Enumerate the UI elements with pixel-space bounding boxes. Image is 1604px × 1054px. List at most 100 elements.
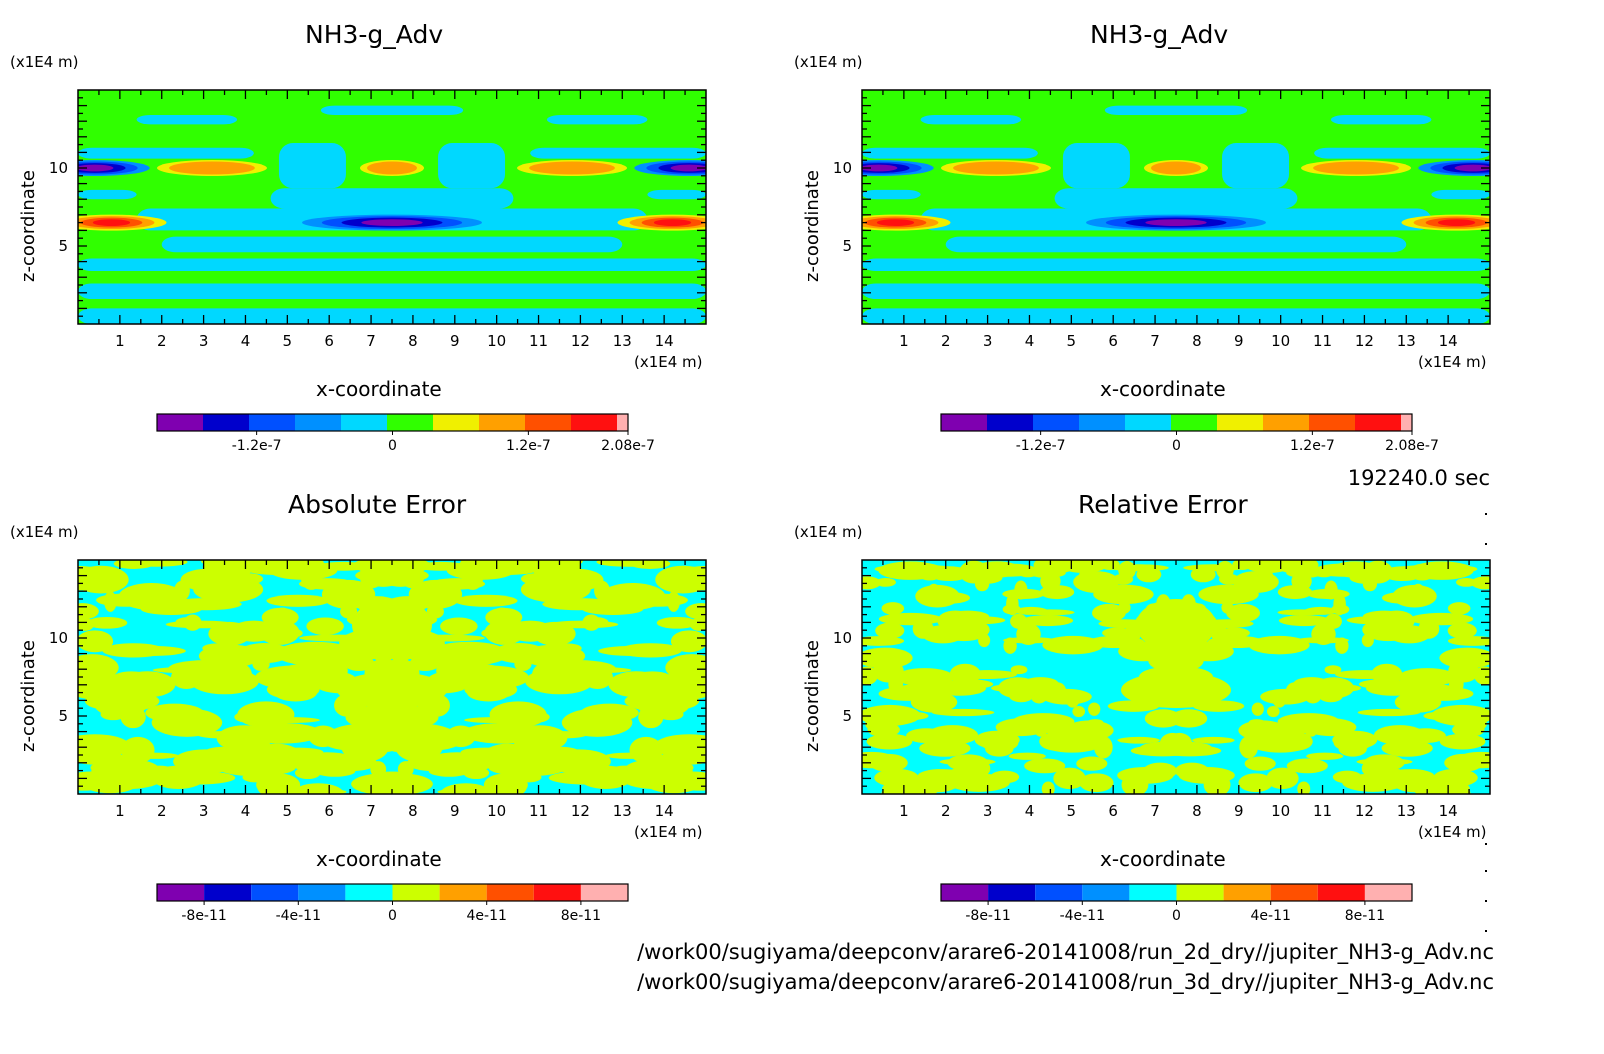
positive-patch [973, 561, 1021, 578]
positive-patch [314, 765, 356, 777]
positive-patch [1286, 758, 1328, 774]
positive-patch [486, 676, 517, 692]
x-axis-label: x-coordinate [316, 377, 442, 401]
x-axis-label: x-coordinate [1100, 377, 1226, 401]
positive-patch [428, 765, 470, 777]
positive-extremum [529, 161, 615, 175]
contour-fill [78, 560, 706, 794]
positive-patch [257, 777, 288, 794]
negative-extremum [78, 164, 114, 172]
positive-patch [525, 668, 594, 695]
positive-patch [1045, 723, 1075, 738]
positive-patch [664, 743, 699, 757]
positive-patch [937, 610, 974, 632]
positive-patch [414, 561, 468, 571]
colorbar-swatch [988, 884, 1036, 901]
positive-patch [1378, 610, 1415, 632]
positive-patch [1026, 609, 1075, 616]
negative-band [1062, 143, 1130, 189]
negative-band [862, 147, 1038, 159]
colorbar-swatch [1317, 884, 1365, 901]
colorbar-swatch [533, 884, 581, 901]
positive-patch [1041, 781, 1055, 794]
positive-patch [1358, 679, 1410, 690]
positive-patch [1073, 576, 1130, 583]
positive-patch [974, 730, 1020, 750]
colorbar-swatch [617, 414, 628, 431]
colorbar-tick-label: -4e-11 [1060, 908, 1105, 924]
positive-patch [519, 737, 533, 745]
x-unit-label: (x1E4 m) [634, 353, 703, 371]
colorbar-tick-label: -8e-11 [965, 908, 1010, 924]
positive-patch [1447, 622, 1477, 639]
negative-band [136, 114, 238, 125]
positive-patch [1447, 636, 1490, 646]
colorbar-swatch [941, 414, 987, 431]
positive-patch [1293, 677, 1330, 690]
contour-fill [862, 560, 1490, 794]
colorbar-swatch [1082, 884, 1130, 901]
colorbar-swatch [1079, 414, 1125, 431]
x-unit-label: (x1E4 m) [1418, 353, 1487, 371]
positive-patch [121, 736, 155, 764]
colorbar-swatch [439, 884, 487, 901]
colorbar-swatch [1364, 884, 1412, 901]
decor-dot [1485, 930, 1487, 932]
positive-patch [627, 593, 688, 607]
negative-band [78, 189, 137, 200]
time-label: 192240.0 sec [1347, 466, 1490, 490]
positive-patch [96, 593, 157, 607]
positive-patch [321, 579, 376, 609]
x-tick-label: 4 [1025, 332, 1035, 350]
positive-patch [867, 722, 900, 738]
positive-patch [440, 783, 492, 794]
positive-patch [1079, 773, 1114, 793]
positive-patch [1022, 677, 1059, 690]
x-tick-label: 1 [115, 802, 125, 820]
positive-patch [496, 777, 527, 794]
colorbar-tick-label: 2.08e-7 [601, 438, 655, 454]
colorbar-swatch [941, 884, 989, 901]
colorbar-swatch [571, 414, 617, 431]
chart-title: NH3-g_Adv [305, 20, 444, 49]
colorbar-swatch [1171, 414, 1217, 431]
x-unit-label: (x1E4 m) [1418, 823, 1487, 841]
positive-patch [875, 622, 905, 639]
positive-patch [974, 576, 990, 592]
colorbar-swatch [1355, 414, 1401, 431]
positive-patch [1452, 722, 1485, 738]
positive-patch [1448, 659, 1479, 683]
positive-patch [86, 616, 128, 629]
file-path-2: /work00/sugiyama/deepconv/arare6-2014100… [637, 970, 1494, 994]
positive-patch [408, 579, 463, 609]
colorbar-swatch [1223, 884, 1271, 901]
x-tick-label: 10 [487, 802, 506, 820]
negative-extremum [1454, 164, 1490, 172]
colorbar-tick-label: 0 [388, 438, 397, 454]
x-tick-label: 3 [199, 332, 209, 350]
x-tick-label: 9 [450, 802, 460, 820]
positive-patch [1363, 754, 1405, 772]
positive-patch [1238, 720, 1287, 741]
colorbar-swatch [525, 414, 571, 431]
positive-patch [175, 617, 202, 627]
positive-patch [85, 743, 120, 757]
x-tick-label: 14 [655, 802, 674, 820]
colorbar-swatch [157, 414, 203, 431]
positive-patch [1431, 704, 1490, 726]
positive-patch [1144, 709, 1182, 728]
colorbar-tick-label: 8e-11 [1345, 908, 1385, 924]
positive-patch [540, 746, 580, 758]
x-tick-label: 10 [1271, 332, 1290, 350]
contour-fill [862, 90, 1490, 324]
positive-patch [1166, 732, 1193, 754]
positive-patch [1297, 781, 1311, 794]
positive-patch [1342, 773, 1404, 792]
colorbar-swatch [433, 414, 479, 431]
positive-patch [1239, 735, 1258, 759]
positive-patch [1471, 576, 1490, 590]
positive-patch [1364, 767, 1403, 777]
colorbar-tick-label: 1.2e-7 [1290, 438, 1335, 454]
positive-extremum [1313, 161, 1399, 175]
